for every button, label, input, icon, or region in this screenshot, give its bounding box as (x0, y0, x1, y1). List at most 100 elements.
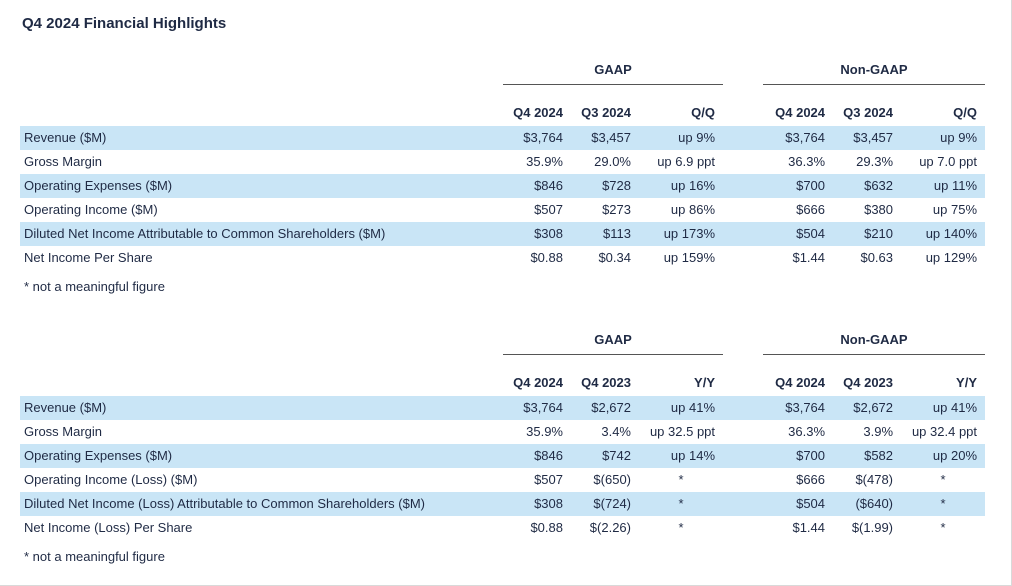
cell-value: $3,457 (571, 126, 639, 150)
group-gap (723, 60, 763, 85)
group-gap (723, 330, 763, 355)
cell-value: up 173% (639, 222, 724, 246)
column-gap (723, 468, 763, 492)
cell-value: up 86% (670, 202, 716, 217)
cell-value: up 32.5 ppt (649, 424, 716, 439)
table-row: Net Income (Loss) Per Share $0.88 $(2.26) *… (20, 516, 985, 540)
cell-value: $3,764 (763, 396, 834, 420)
cell-value: $0.88 (530, 520, 563, 535)
column-gap (723, 492, 764, 516)
column-gap (723, 246, 763, 270)
row-label: Gross Margin (24, 424, 103, 439)
table-row: Operating Expenses ($M) $846 $742 up 14% $70… (20, 444, 986, 468)
group-header-spacer (20, 60, 503, 85)
cell-value: 35.9% (526, 424, 563, 439)
column-header-spacer (20, 355, 503, 397)
column-gap (723, 396, 764, 420)
table-row: Diluted Net Income (Loss) Attributable t… (20, 492, 986, 516)
cell-value: $2,672 (571, 396, 639, 420)
table-row: Revenue ($M) $3,764 $2,672 up 41% $3,764 $2,6… (20, 396, 986, 420)
table-row: Net Income Per Share $0.88 $0.34 up 159% $1.… (20, 246, 985, 270)
column-gap (723, 516, 763, 540)
group-header-spacer (20, 330, 503, 355)
column-gap (723, 85, 763, 127)
table-row: Operating Income ($M) $507 $273 up 86% $666 $… (20, 198, 985, 222)
cell-value: 36.3% (788, 424, 826, 439)
cell-value: up 159% (663, 250, 716, 265)
cell-value: $0.63 (860, 250, 894, 265)
cell-value: up 7.0 ppt (919, 154, 978, 169)
column-header: Q3 2024 (843, 105, 894, 120)
cell-value: up 11% (901, 174, 986, 198)
column-gap (723, 222, 764, 246)
row-label: Operating Expenses ($M) (20, 444, 503, 468)
column-header: Q4 2024 (775, 105, 826, 120)
footnote: * not a meaningful figure (24, 549, 165, 564)
row-label: Diluted Net Income Attributable to Commo… (20, 222, 503, 246)
table-row: Gross Margin 35.9% 3.4% up 32.5 ppt 36.3% 3.9… (20, 420, 985, 444)
cell-value: $3,764 (503, 126, 571, 150)
cell-value: ($640) (833, 492, 902, 516)
cell-value: 29.3% (856, 154, 894, 169)
cell-value: $273 (602, 202, 631, 217)
cell-value: $308 (503, 492, 571, 516)
cell-value: up 75% (932, 202, 978, 217)
row-label: Operating Income (Loss) ($M) (24, 472, 198, 487)
column-gap (723, 126, 764, 150)
yy-table-section: GAAP Non-GAAP Q4 2024 Q4 2023 Y/Y Q4 202… (20, 330, 991, 564)
cell-value: $113 (571, 222, 639, 246)
cell-value: $308 (503, 222, 571, 246)
column-header: Q/Q (953, 105, 978, 120)
column-header: Q/Q (691, 105, 716, 120)
column-header: Y/Y (956, 375, 978, 390)
page-title: Q4 2024 Financial Highlights (22, 15, 227, 32)
column-header: Q4 2024 (513, 375, 563, 390)
column-header: Y/Y (694, 375, 716, 390)
cell-value: up 14% (639, 444, 724, 468)
cell-value: $666 (796, 202, 826, 217)
cell-value: 3.9% (863, 424, 894, 439)
cell-value: up 20% (901, 444, 986, 468)
qq-financial-table: GAAP Non-GAAP Q4 2024 Q3 2024 Q/Q Q4 202… (20, 60, 986, 270)
cell-value: * (678, 520, 684, 535)
group-header-row: GAAP Non-GAAP (20, 60, 986, 85)
table-row: Diluted Net Income Attributable to Commo… (20, 222, 986, 246)
group-header-row: GAAP Non-GAAP (20, 330, 986, 355)
cell-value: * (678, 472, 684, 487)
cell-value: $582 (833, 444, 902, 468)
row-label: Operating Income ($M) (24, 202, 158, 217)
cell-value: $504 (763, 492, 834, 516)
cell-value: $2,672 (833, 396, 902, 420)
cell-value: 35.9% (526, 154, 563, 169)
cell-value: up 6.9 ppt (657, 154, 716, 169)
table-row: Revenue ($M) $3,764 $3,457 up 9% $3,764 $3,45… (20, 126, 986, 150)
cell-value: $0.34 (598, 250, 631, 265)
table-row: Operating Income (Loss) ($M) $507 $(650) * $… (20, 468, 985, 492)
cell-value: $632 (833, 174, 902, 198)
cell-value: up 16% (639, 174, 724, 198)
cell-value: 36.3% (788, 154, 826, 169)
cell-value: $210 (833, 222, 902, 246)
cell-value: 29.0% (594, 154, 631, 169)
cell-value: up 41% (901, 396, 986, 420)
group-header-nongaap: Non-GAAP (763, 330, 986, 355)
cell-value: $(478) (855, 472, 894, 487)
cell-value: up 129% (925, 250, 978, 265)
cell-value: up 41% (639, 396, 724, 420)
cell-value: $(650) (593, 472, 631, 487)
table-row: Gross Margin 35.9% 29.0% up 6.9 ppt 36.3% 29.… (20, 150, 985, 174)
cell-value: $1.44 (792, 250, 826, 265)
column-gap (723, 355, 763, 397)
column-header-row: Q4 2024 Q3 2024 Q/Q Q4 2024 Q3 2024 Q/Q (20, 85, 985, 127)
row-label: Net Income (Loss) Per Share (24, 520, 193, 535)
row-label: Revenue ($M) (20, 126, 503, 150)
column-gap (723, 174, 764, 198)
qq-table-section: GAAP Non-GAAP Q4 2024 Q3 2024 Q/Q Q4 202… (20, 60, 991, 294)
cell-value: $742 (571, 444, 639, 468)
cell-value: $666 (796, 472, 826, 487)
cell-value: $3,457 (833, 126, 902, 150)
group-header-gaap: GAAP (503, 330, 724, 355)
table-row: Operating Expenses ($M) $846 $728 up 16% $70… (20, 174, 986, 198)
cell-value: $0.88 (530, 250, 563, 265)
